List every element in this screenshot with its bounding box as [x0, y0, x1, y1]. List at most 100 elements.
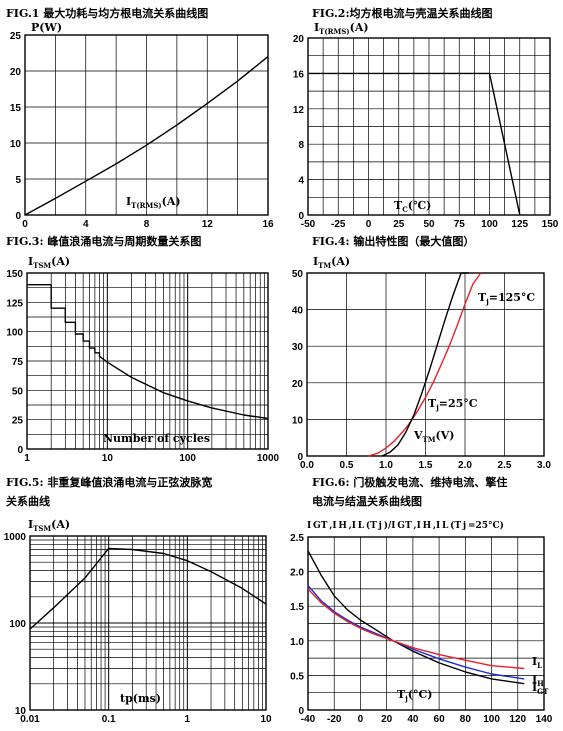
- series-line-igt: [307, 550, 525, 685]
- y-tick-label: 1.0: [290, 637, 304, 648]
- y-tick-label: 150: [6, 269, 23, 280]
- plot-frame: [29, 535, 267, 711]
- y-tick-label: 20: [293, 34, 305, 45]
- x-tick-label: -40: [301, 714, 316, 725]
- fig6: FIG.6: 门极触发电流、维持电流、擎住 电流与结温关系曲线图 -40 -20 0…: [290, 475, 553, 725]
- y-tick-label: 50: [292, 269, 304, 280]
- y-tick-label: 8: [298, 140, 304, 151]
- x-tick-label: 12: [202, 219, 214, 230]
- fig1-title: FIG.1 最大功耗与均方根电流关系曲线图: [6, 6, 208, 20]
- fig2-x-label: TC(℃): [394, 199, 431, 214]
- y-tick-label: 25: [12, 416, 24, 427]
- x-tick-label: 2.0: [458, 460, 472, 471]
- y-tick-label: 0: [17, 445, 23, 456]
- x-tick-label: 8: [144, 219, 150, 230]
- plot-frame: [307, 536, 545, 711]
- fig1-grid: [24, 34, 269, 216]
- x-tick-label: 100: [481, 219, 498, 230]
- y-tick-label: 1000: [4, 532, 27, 543]
- fig4-x-label: VTM(V): [413, 429, 454, 444]
- x-tick-label: 1.0: [379, 460, 393, 471]
- fig1-y-label: P(W): [31, 21, 62, 34]
- x-tick-label: 2.5: [498, 460, 512, 471]
- fig3-title: FIG.3: 峰值浪涌电流与周期数量关系图: [6, 234, 201, 248]
- fig4-y-label: ITM(A): [313, 255, 350, 270]
- fig4: FIG.4: 输出特性图（最大值图） 0.0 0.5 1.0 1.5 2.0 2.5 3.0…: [292, 234, 552, 471]
- x-tick-label: 4: [83, 219, 89, 230]
- fig4-tick-labels: 0.0 0.5 1.0 1.5 2.0 2.5 3.0 0 10 20 30 40 50: [292, 269, 552, 471]
- fig6-tick-labels: -40 -20 0 20 40 60 80 100 120 140 0 0.5 1.0 1.5 2.0 2.5: [290, 533, 553, 725]
- x-tick-label: 20: [381, 714, 393, 725]
- y-tick-label: 10: [15, 706, 27, 717]
- plot-frame: [26, 272, 269, 450]
- fig6-series: [307, 550, 525, 685]
- x-tick-label: 0: [358, 714, 364, 725]
- fig3-x-label: Number of cycles: [103, 432, 210, 445]
- y-tick-label: 16: [293, 69, 305, 80]
- x-tick-label: 25: [393, 219, 405, 230]
- y-tick-label: 2.5: [290, 533, 304, 544]
- x-tick-label: 0.1: [102, 714, 116, 725]
- x-tick-label: 150: [542, 219, 559, 230]
- fig5-series: [29, 547, 267, 630]
- fig5-title-line2: 关系曲线: [6, 494, 50, 508]
- y-tick-label: 125: [6, 298, 23, 309]
- plot-frame: [306, 272, 545, 457]
- x-tick-label: 1.5: [419, 460, 433, 471]
- x-tick-label: 0.5: [340, 460, 354, 471]
- series-line-tj-25-c: [381, 272, 469, 457]
- x-tick-label: 80: [460, 714, 472, 725]
- x-tick-label: -50: [301, 219, 316, 230]
- fig1-x-label: IT(RMS)(A): [126, 195, 181, 210]
- plot-frame: [24, 34, 269, 216]
- fig3-grid: [26, 272, 269, 450]
- fig5-title-line1: FIG.5: 非重复峰值浪涌电流与正弦波脉宽: [6, 475, 212, 489]
- y-tick-label: 12: [293, 105, 305, 116]
- x-tick-label: 1: [185, 714, 191, 725]
- x-tick-label: 75: [454, 219, 466, 230]
- fig1-series: [24, 56, 269, 216]
- fig2-y-label: IT(RMS)(A): [314, 21, 369, 36]
- fig2-tick-labels: -50 -25 0 25 50 75 100 125 150 0 4 8 12 16 20: [293, 34, 559, 230]
- y-tick-label: 20: [292, 379, 304, 390]
- fig6-grid: [307, 536, 545, 711]
- y-tick-label: 40: [292, 306, 304, 317]
- x-tick-label: 0: [366, 219, 372, 230]
- y-tick-label: 30: [292, 342, 304, 353]
- x-tick-label: 125: [511, 219, 528, 230]
- fig3: FIG.3: 峰值浪涌电流与周期数量关系图 1 10 100 100002550751…: [6, 234, 280, 464]
- x-tick-label: 1: [24, 453, 30, 464]
- fig3-y-label: ITSM(A): [28, 255, 70, 270]
- fig6-title-line2: 电流与结温关系曲线图: [312, 494, 422, 508]
- y-tick-label: 0: [297, 452, 303, 463]
- fig5-grid: [29, 535, 267, 711]
- y-tick-label: 2.0: [290, 568, 304, 579]
- y-tick-label: 4: [298, 176, 304, 187]
- x-tick-label: 10: [260, 714, 272, 725]
- x-tick-label: 3.0: [537, 460, 551, 471]
- y-tick-label: 100: [6, 328, 23, 339]
- fig6-x-label: Tj(°C): [397, 688, 432, 703]
- fig4-label-125: Tj=125°C: [478, 291, 535, 306]
- series-line: [27, 284, 269, 420]
- x-tick-label: 0: [22, 219, 28, 230]
- fig5-tick-labels: 0.01 0.1 1 10 10 100 1000: [4, 532, 272, 725]
- y-tick-label: 0.5: [290, 671, 304, 682]
- y-tick-label: 0: [298, 706, 304, 717]
- x-tick-label: 0.0: [300, 460, 314, 471]
- fig1-tick-labels: 0 4 8 12 16 0 5 10 15 20 25: [10, 31, 274, 230]
- fig3-tick-labels: 1 10 100 1000 0 25 50 75 100 125 150: [6, 269, 279, 464]
- fig6-legend-igt: IGT: [532, 681, 549, 696]
- y-tick-label: 75: [12, 357, 24, 368]
- x-tick-label: -25: [331, 219, 346, 230]
- series-line: [308, 72, 521, 216]
- y-tick-label: 0: [298, 211, 304, 222]
- fig4-title: FIG.4: 输出特性图（最大值图）: [312, 234, 474, 248]
- fig2-grid: [307, 37, 551, 216]
- plot-frame: [307, 37, 551, 216]
- y-tick-label: 100: [9, 619, 26, 630]
- fig4-label-25: Tj=25°C: [428, 397, 478, 412]
- fig6-legend-il: IL: [532, 655, 542, 670]
- fig5-x-label: tp(ms): [120, 692, 161, 705]
